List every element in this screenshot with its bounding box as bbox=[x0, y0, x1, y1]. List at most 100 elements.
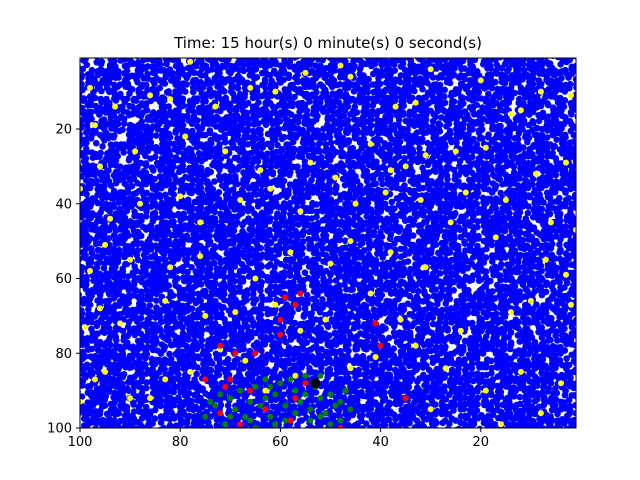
background-cell-point bbox=[266, 71, 274, 79]
background-cell-point bbox=[405, 70, 413, 77]
background-cell-point bbox=[245, 185, 253, 192]
background-cell-point bbox=[515, 116, 522, 124]
background-cell-point bbox=[217, 121, 225, 128]
background-cell-point bbox=[353, 189, 361, 197]
background-cell-point bbox=[313, 89, 320, 96]
background-cell-point bbox=[356, 65, 364, 73]
background-cell-point bbox=[166, 134, 174, 141]
background-cell-point bbox=[248, 231, 255, 239]
background-cell-point bbox=[570, 138, 576, 145]
background-cell-point bbox=[442, 268, 450, 276]
background-cell-point bbox=[388, 184, 396, 191]
background-cell-point bbox=[303, 107, 311, 114]
background-cell-point bbox=[125, 189, 132, 196]
background-cell-point bbox=[189, 79, 197, 86]
background-cell-point bbox=[372, 97, 380, 105]
background-cell-point bbox=[568, 111, 575, 118]
background-cell-point bbox=[327, 62, 335, 69]
background-cell-point bbox=[515, 130, 523, 137]
background-cell-point bbox=[80, 124, 85, 132]
background-cell-markers bbox=[80, 58, 576, 428]
background-cell-point bbox=[401, 85, 409, 92]
background-cell-point bbox=[258, 92, 266, 100]
background-cell-point bbox=[501, 227, 509, 235]
background-cell-point bbox=[346, 97, 353, 105]
background-cell-point bbox=[93, 139, 100, 147]
background-cell-point bbox=[363, 177, 371, 185]
background-cell-point bbox=[542, 249, 550, 256]
background-cell-point bbox=[466, 184, 473, 192]
background-cell-point bbox=[146, 235, 154, 242]
background-cell-point bbox=[379, 180, 386, 188]
background-cell-point bbox=[208, 79, 215, 87]
background-cell-point bbox=[502, 240, 509, 248]
background-cell-point bbox=[557, 61, 564, 68]
background-cell-point bbox=[373, 111, 381, 118]
background-cell-point bbox=[369, 81, 377, 88]
background-cell-point bbox=[143, 107, 151, 114]
background-cell-point bbox=[285, 74, 293, 82]
background-cell-point bbox=[535, 117, 543, 125]
background-cell-point bbox=[162, 74, 169, 81]
background-cell-point bbox=[273, 162, 280, 170]
background-cell-point bbox=[411, 70, 419, 77]
background-cell-point bbox=[112, 157, 120, 164]
background-cell-point bbox=[239, 278, 247, 285]
background-cell-point bbox=[502, 147, 509, 155]
background-cell-point bbox=[424, 79, 431, 87]
background-cell-point bbox=[308, 166, 315, 173]
background-cell-point bbox=[436, 81, 444, 89]
background-cell-point bbox=[294, 78, 302, 86]
background-cell-point bbox=[151, 69, 159, 77]
background-cell-point bbox=[120, 175, 127, 182]
background-cell-point bbox=[127, 148, 134, 156]
background-cell-point bbox=[295, 113, 303, 120]
background-cell-point bbox=[360, 172, 368, 179]
background-cell-point bbox=[137, 112, 145, 120]
background-cell-point bbox=[212, 153, 219, 161]
background-cell-point bbox=[319, 58, 326, 64]
background-cell-point bbox=[395, 153, 403, 160]
background-cell-point bbox=[157, 166, 164, 174]
background-cell-point bbox=[397, 78, 404, 86]
background-cell-point bbox=[319, 239, 326, 247]
background-cell-point bbox=[142, 152, 149, 160]
background-cell-point bbox=[470, 203, 477, 211]
background-cell-point bbox=[183, 74, 191, 82]
background-cell-point bbox=[418, 221, 425, 229]
background-cell-point bbox=[124, 74, 132, 81]
background-cell-point bbox=[470, 147, 477, 155]
background-cell-point bbox=[253, 173, 261, 180]
background-cell-point bbox=[252, 66, 260, 73]
background-cell-point bbox=[193, 156, 200, 164]
background-cell-point bbox=[358, 239, 366, 247]
background-cell-point bbox=[156, 120, 163, 128]
background-cell-point bbox=[286, 171, 293, 179]
background-cell-point bbox=[497, 189, 505, 197]
background-cell-point bbox=[253, 74, 261, 81]
background-cell-point bbox=[267, 239, 275, 247]
background-cell-point bbox=[296, 147, 303, 155]
background-cell-point bbox=[228, 79, 235, 87]
background-cell-point bbox=[88, 115, 95, 123]
background-cell-point bbox=[453, 139, 460, 146]
background-cell-point bbox=[544, 127, 551, 134]
background-cell-point bbox=[252, 148, 260, 155]
background-cell-point bbox=[227, 69, 234, 77]
background-cell-point bbox=[326, 189, 333, 196]
background-cell-point bbox=[107, 117, 114, 125]
background-cell-point bbox=[512, 154, 519, 162]
background-cell-point bbox=[295, 221, 302, 228]
background-cell-point bbox=[478, 152, 485, 160]
background-cell-point bbox=[469, 97, 476, 104]
background-cell-point bbox=[171, 157, 178, 165]
background-cell-point bbox=[471, 111, 478, 118]
background-cell-point bbox=[266, 208, 274, 215]
background-cell-point bbox=[473, 193, 481, 201]
background-cell-point bbox=[419, 157, 427, 165]
background-cell-point bbox=[253, 88, 261, 95]
background-cell-point bbox=[566, 58, 573, 64]
background-cell-point bbox=[215, 189, 223, 196]
background-cell-point bbox=[179, 97, 186, 105]
background-cell-point bbox=[545, 101, 552, 109]
